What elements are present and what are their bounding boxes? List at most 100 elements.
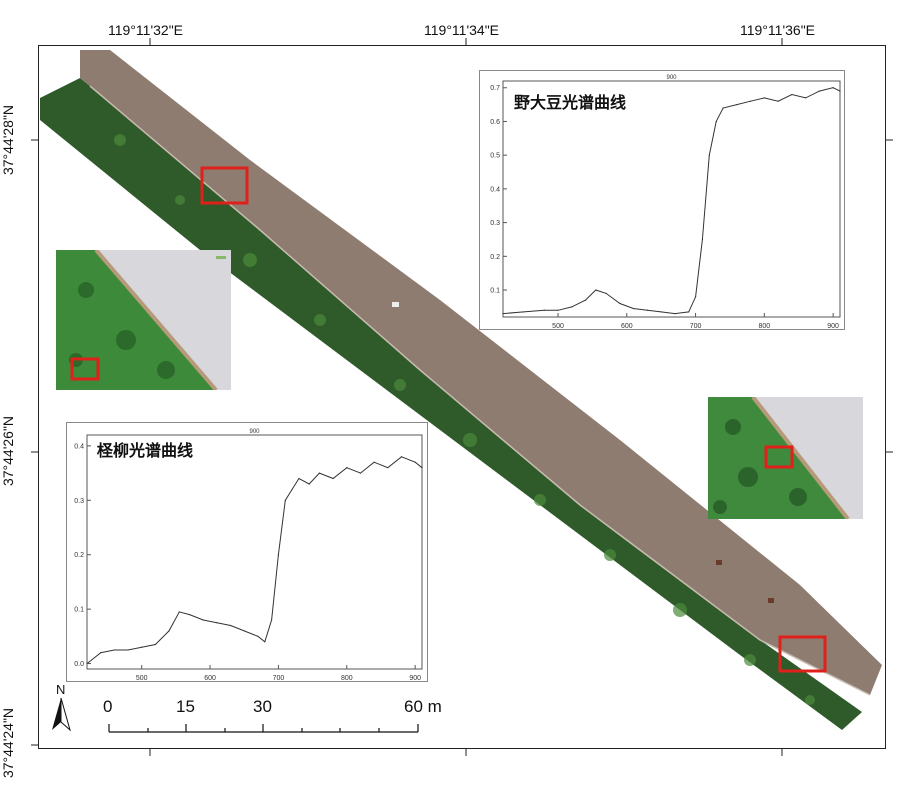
vegetation-strip xyxy=(40,78,862,730)
spectral-curve xyxy=(86,456,423,664)
curve-point xyxy=(595,289,597,291)
scale-bar xyxy=(108,724,419,733)
curve-point xyxy=(178,611,180,613)
lon-label-1: 119°11'32"E xyxy=(108,22,184,38)
north-arrow-icon xyxy=(52,697,71,732)
x-tick-label: 900 xyxy=(827,323,839,329)
curve-point xyxy=(605,292,607,294)
curve-point xyxy=(400,456,403,458)
curve-point xyxy=(188,613,191,616)
vehicle-mark xyxy=(716,560,722,565)
map-frame xyxy=(38,45,886,749)
y-tick-label: 0.5 xyxy=(490,153,500,160)
curve-point xyxy=(619,302,621,305)
curve-point xyxy=(839,90,841,92)
chart-top-mark: 900 xyxy=(666,75,677,81)
y-tick-label: 0.1 xyxy=(74,607,84,614)
curve-point xyxy=(715,120,717,123)
y-tick-label: 0.4 xyxy=(490,186,500,193)
curve-point xyxy=(168,630,170,632)
plot-frame xyxy=(86,434,423,670)
x-tick-label: 500 xyxy=(552,323,564,329)
curve-point xyxy=(777,100,779,102)
y-tick-label: 0.4 xyxy=(74,443,84,450)
vehicle-mark xyxy=(768,598,774,603)
curve-point xyxy=(543,309,545,311)
x-tick-label: 500 xyxy=(136,675,148,681)
curve-point xyxy=(202,619,204,621)
scale-label-15: 15 xyxy=(176,697,195,716)
curve-point xyxy=(141,646,143,648)
scale-label-30: 30 xyxy=(253,697,272,716)
curve-point xyxy=(584,299,587,301)
curve-point xyxy=(736,104,738,106)
curve-point xyxy=(308,483,310,485)
curve-point xyxy=(373,461,375,463)
curve-point xyxy=(264,641,266,643)
tamarisk-chart-panel: 900 500 600 700 800 900 0.0 0.1 0.2 0.3 0.4 柽柳光谱曲线 xyxy=(66,422,428,682)
curve-point xyxy=(832,87,834,89)
curve-point xyxy=(805,97,807,99)
y-tick-label: 0.2 xyxy=(74,552,84,559)
curve-point xyxy=(660,311,662,313)
tamarisk-chart: 900 500 600 700 800 900 0.0 0.1 0.2 0.3 0.4 xyxy=(74,429,423,682)
road-strip xyxy=(80,50,882,695)
curve-point xyxy=(701,238,704,241)
curve-point xyxy=(571,306,573,308)
curve-point xyxy=(708,154,710,156)
curve-point xyxy=(346,467,348,469)
curve-point xyxy=(749,100,752,102)
sample-box-soybean xyxy=(200,166,249,205)
curve-point xyxy=(414,461,416,463)
curve-point xyxy=(688,311,690,313)
curve-point xyxy=(298,477,300,480)
curve-point xyxy=(154,643,156,646)
curve-point xyxy=(270,619,273,621)
zoom-inset-right xyxy=(708,397,863,519)
curve-point xyxy=(421,467,423,469)
y-tick-label: 0.3 xyxy=(74,498,84,505)
y-tick-label: 0.6 xyxy=(490,119,500,126)
curve-point xyxy=(387,467,389,469)
north-arrow-label: N xyxy=(56,682,66,697)
curve-point xyxy=(557,309,559,311)
x-tick-label: 700 xyxy=(273,675,285,681)
y-tick-label: 0.0 xyxy=(74,661,84,668)
y-tick-label: 0.1 xyxy=(490,288,500,295)
x-tick-label: 600 xyxy=(621,323,633,329)
soybean-chart-title: 野大豆光谱曲线 xyxy=(514,93,627,112)
lon-label-2: 119°11'34"E xyxy=(424,22,500,38)
y-tick-label: 0.3 xyxy=(490,220,500,227)
curve-point xyxy=(523,311,525,313)
curve-point xyxy=(791,93,793,96)
x-tick-label: 600 xyxy=(204,675,216,681)
curve-point xyxy=(502,313,504,315)
y-tick-label: 0.7 xyxy=(490,85,500,92)
curve-point xyxy=(633,307,635,310)
inset-sample-box xyxy=(764,445,794,469)
curve-point xyxy=(257,635,259,637)
curve-point xyxy=(674,313,676,315)
curve-point xyxy=(243,630,245,632)
inset-sample-box xyxy=(70,357,100,381)
y-tick-label: 0.2 xyxy=(490,254,500,261)
curve-point xyxy=(763,97,765,99)
vehicle-mark xyxy=(392,302,399,307)
curve-point xyxy=(694,296,697,298)
spectral-curve xyxy=(502,87,841,315)
curve-point xyxy=(113,649,115,651)
scale-label-60: 60 m xyxy=(404,697,442,716)
curve-point xyxy=(818,90,820,92)
curve-point xyxy=(229,624,232,627)
curve-point xyxy=(86,662,88,665)
lon-label-3: 119°11'36"E xyxy=(740,22,816,38)
curve-point xyxy=(100,652,102,654)
x-tick-label: 800 xyxy=(341,675,353,681)
soybean-chart: 900 500 600 700 800 900 0.1 0.2 0.3 0.4 0.5 0.6 0.7 xyxy=(490,75,841,330)
sample-box-tamarisk xyxy=(778,635,827,673)
tamarisk-chart-title: 柽柳光谱曲线 xyxy=(97,441,194,460)
curve-point xyxy=(646,309,649,311)
x-tick-label: 700 xyxy=(690,323,702,329)
soybean-chart-panel: 900 500 600 700 800 900 0.1 0.2 0.3 0.4 0.5 0.6 0.7 … xyxy=(479,70,845,330)
